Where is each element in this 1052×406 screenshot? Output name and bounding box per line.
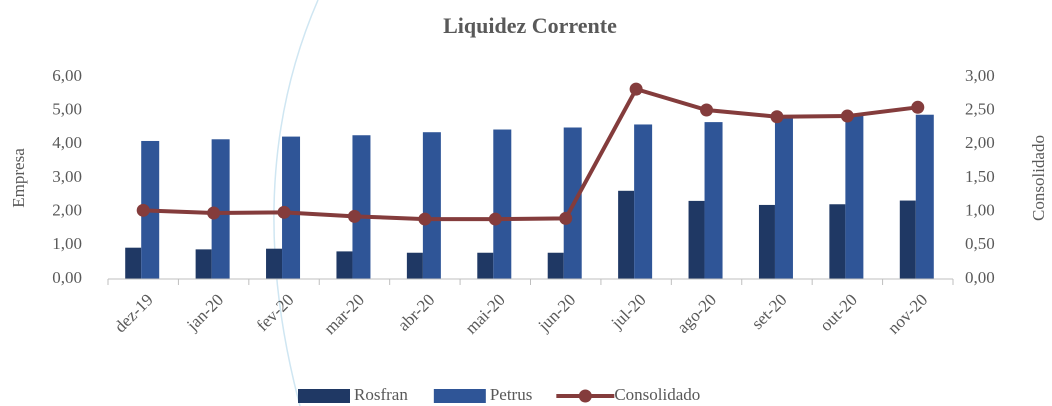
bar: [493, 129, 512, 279]
legend-swatch: [433, 389, 486, 403]
bar: [634, 124, 653, 279]
line-point: [700, 103, 714, 117]
x-tick-label: abr-20: [394, 290, 439, 335]
bar: [618, 190, 635, 279]
x-tick-label: jun-20: [534, 290, 580, 336]
bar: [547, 252, 564, 279]
line-point: [770, 110, 784, 124]
bar: [477, 252, 494, 279]
y2-tick-label: 1,00: [965, 201, 995, 220]
line-point: [488, 212, 502, 226]
x-tick-label: set-20: [748, 290, 791, 333]
x-tick-label: dez-19: [111, 290, 157, 336]
x-tick-label: out-20: [816, 290, 861, 335]
bar: [282, 136, 301, 279]
line-point: [911, 100, 925, 114]
legend-label: Petrus: [490, 385, 533, 404]
line: [143, 86, 919, 222]
y-tick-label: 5,00: [52, 100, 82, 119]
x-tick-label: fev-20: [253, 290, 298, 335]
legend-swatch: [298, 389, 350, 403]
bar: [211, 139, 230, 279]
bar: [829, 204, 846, 279]
x-tick-label: nov-20: [884, 290, 931, 337]
x-tick-label: jul-20: [607, 290, 650, 333]
y-tick-label: 2,00: [52, 201, 82, 220]
y2-tick-label: 0,00: [965, 268, 995, 287]
legend-label: Consolidado: [614, 385, 700, 404]
y2-tick-label: 2,00: [965, 133, 995, 152]
legend-swatch-marker: [578, 389, 592, 403]
x-tick-label: mai-20: [461, 290, 508, 337]
bar: [406, 252, 423, 279]
bar: [352, 135, 371, 279]
bar: [422, 132, 441, 279]
line-point: [347, 209, 361, 223]
legend-label: Rosfran: [354, 385, 408, 404]
y2-tick-label: 1,50: [965, 167, 995, 186]
chart-title: Liquidez Corrente: [443, 13, 617, 38]
line-point: [136, 203, 150, 217]
line-point: [559, 211, 573, 225]
bar: [125, 247, 142, 279]
bar: [266, 248, 283, 279]
x-tick-label: mar-20: [320, 290, 368, 338]
line-point: [277, 205, 291, 219]
y2-tick-label: 3,00: [965, 66, 995, 85]
bar: [688, 200, 705, 279]
line-point: [840, 109, 854, 123]
y-tick-label: 1,00: [52, 234, 82, 253]
bar: [899, 200, 916, 279]
y2-tick-label: 0,50: [965, 234, 995, 253]
y-tick-label: 4,00: [52, 133, 82, 152]
bar: [758, 204, 775, 279]
line-point: [418, 212, 432, 226]
x-tick-label: ago-20: [673, 290, 720, 337]
x-tick-label: jan-20: [182, 290, 227, 335]
bar: [845, 115, 864, 279]
y2-tick-label: 2,50: [965, 100, 995, 119]
bar: [774, 117, 793, 280]
bar: [336, 251, 353, 279]
bar: [195, 249, 212, 279]
line-point: [207, 206, 221, 220]
bar: [704, 122, 723, 279]
decoration-arc: [273, 0, 319, 406]
y-tick-label: 6,00: [52, 66, 82, 85]
line-point: [629, 82, 643, 96]
y-axis-label: Empresa: [9, 148, 28, 208]
y-tick-label: 3,00: [52, 167, 82, 186]
y-tick-label: 0,00: [52, 268, 82, 287]
y2-axis-label: Consolidado: [1029, 135, 1048, 221]
bar: [915, 114, 934, 279]
